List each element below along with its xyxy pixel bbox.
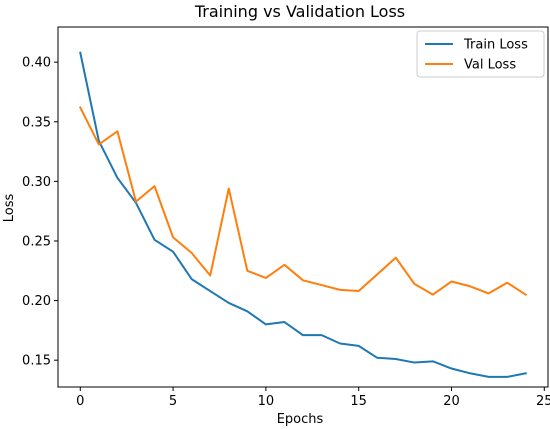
x-tick-label: 25 <box>536 394 550 409</box>
val-loss-point <box>228 187 230 189</box>
train-loss-point <box>283 321 285 323</box>
train-loss-point <box>450 367 452 369</box>
train-loss-point <box>413 361 415 363</box>
y-axis-label: Loss <box>2 194 17 223</box>
val-loss-point <box>153 185 155 187</box>
axes-frame <box>57 26 549 388</box>
train-loss-point <box>228 302 230 304</box>
x-tick-label: 20 <box>443 394 460 409</box>
y-tick-label: 0.30 <box>22 175 51 190</box>
val-loss-point <box>116 130 118 132</box>
train-loss-point <box>246 310 248 312</box>
val-loss-point <box>320 284 322 286</box>
y-tick-label: 0.35 <box>22 115 51 130</box>
x-tick-label: 5 <box>169 394 177 409</box>
train-loss-point <box>265 323 267 325</box>
val-loss-line <box>78 106 528 297</box>
x-tick-label: 15 <box>350 394 367 409</box>
legend-label-train-loss: Train Loss <box>463 38 528 53</box>
chart-title: Training vs Validation Loss <box>194 2 405 21</box>
val-loss-point <box>98 143 100 145</box>
val-loss-point <box>506 281 508 283</box>
train-loss-point <box>190 278 192 280</box>
train-loss-point <box>432 360 434 362</box>
val-loss-point <box>450 280 452 282</box>
train-loss-point <box>487 376 489 378</box>
val-loss-point <box>190 252 192 254</box>
train-loss-point <box>506 376 508 378</box>
y-tick-label: 0.40 <box>22 56 51 71</box>
y-tick-label: 0.15 <box>22 354 51 369</box>
train-loss-point <box>469 372 471 374</box>
val-loss-point <box>172 236 174 238</box>
train-loss-point <box>302 334 304 336</box>
train-loss-point <box>172 251 174 253</box>
x-axis-label: Epochs <box>277 412 324 427</box>
val-loss-point <box>79 106 81 108</box>
val-loss-point <box>357 290 359 292</box>
val-loss-point <box>246 270 248 272</box>
train-loss-point <box>376 357 378 359</box>
val-loss-point <box>302 279 304 281</box>
train-loss-point <box>339 342 341 344</box>
train-loss-line <box>79 51 527 378</box>
y-tick-label: 0.20 <box>22 294 51 309</box>
legend-label-val-loss: Val Loss <box>464 58 516 73</box>
val-loss-point <box>376 273 378 275</box>
x-tick-label: 0 <box>76 394 84 409</box>
val-loss-point <box>135 200 137 202</box>
val-loss-point <box>339 289 341 291</box>
train-loss-point <box>525 372 527 374</box>
y-tick-label: 0.25 <box>22 234 51 249</box>
train-loss-point <box>320 334 322 336</box>
train-loss-point <box>357 345 359 347</box>
plot-area: 0 5 10 15 20 25 0.15 0.20 0.25 0.30 0.35 0.40 <box>22 26 550 409</box>
train-loss-point <box>395 358 397 360</box>
legend: Train Loss Val Loss <box>416 30 545 78</box>
train-loss-point <box>116 177 118 179</box>
legend-box <box>416 30 545 78</box>
val-loss-point <box>209 274 211 276</box>
val-loss-point <box>432 293 434 295</box>
x-tick-label: 10 <box>258 394 275 409</box>
val-loss-point <box>525 293 527 295</box>
val-loss-point <box>469 285 471 287</box>
train-loss-point <box>209 290 211 292</box>
train-loss-point <box>79 51 81 53</box>
val-loss-point <box>283 264 285 266</box>
val-loss-point <box>487 292 489 294</box>
train-loss-point <box>153 239 155 241</box>
val-loss-point <box>265 277 267 279</box>
val-loss-point <box>395 256 397 258</box>
val-loss-point <box>413 283 415 285</box>
